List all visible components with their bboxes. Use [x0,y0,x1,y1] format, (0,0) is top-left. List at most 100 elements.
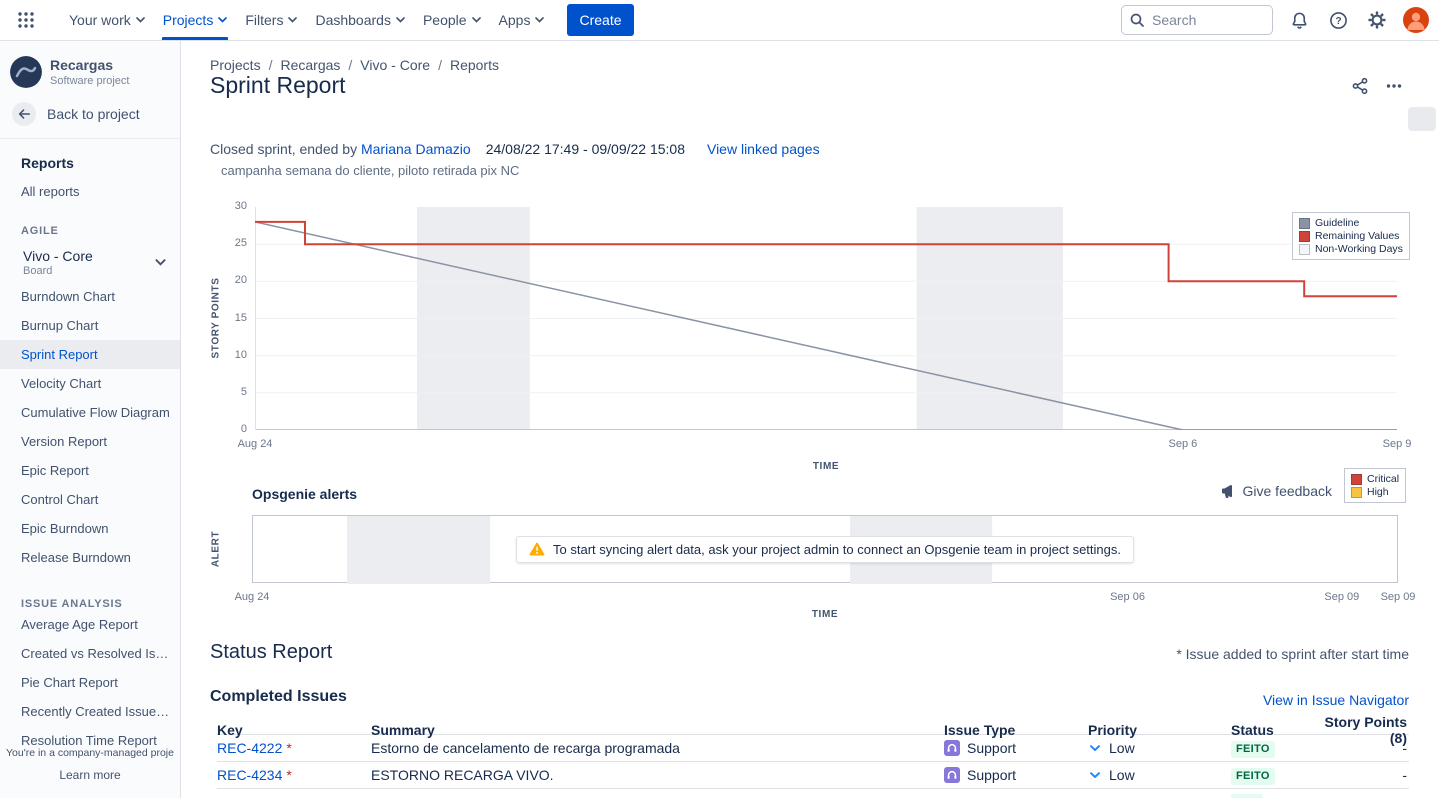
profile-button[interactable] [1403,7,1429,33]
opsgenie-legend: Critical High [1344,468,1407,503]
search-input[interactable] [1121,5,1273,35]
sidebar-report-item[interactable]: Version Report [21,434,107,449]
opsgenie-x-tick-label: Sep 09 [1324,591,1360,603]
sidebar-report-item[interactable]: Pie Chart Report [21,675,118,690]
chevron-down-icon [396,17,405,23]
topnav-right-actions: ? [1121,5,1429,35]
page-title: Sprint Report [210,72,346,98]
column-header-priority: Priority [1088,722,1138,738]
burndown-y-tick-label: 30 [234,200,247,212]
column-header-summary: Summary [371,722,435,738]
svg-text:?: ? [1335,16,1341,27]
sidebar-divider [0,138,180,139]
breadcrumb-link-recargas[interactable]: Recargas [280,57,341,73]
opsgenie-x-tick-label: Aug 24 [234,591,270,603]
share-button[interactable] [1351,77,1369,98]
table-row: REC-4234 * ESTORNO RECARGA VIVO. Support … [217,762,1409,789]
board-subtitle: Board [23,265,53,277]
project-header: Recargas Software project [0,41,180,98]
sprint-date-range: 24/08/22 17:49 - 09/09/22 15:08 [485,141,685,157]
give-feedback-button[interactable]: Give feedback [1220,483,1333,499]
nav-item-label: Apps [498,12,531,28]
board-name: Vivo - Core [23,248,93,264]
more-actions-button[interactable] [1385,77,1403,98]
status-badge: FEITO [1231,767,1275,785]
give-feedback-label: Give feedback [1242,483,1333,499]
sidebar-report-item[interactable]: Release Burndown [21,550,131,565]
burndown-y-tick-label: 15 [234,311,247,324]
sidebar-report-item[interactable]: Sprint Report [0,340,180,369]
help-button[interactable]: ? [1325,7,1351,33]
ended-by-link[interactable]: Mariana Damazio [360,141,471,157]
breadcrumb-link-reports[interactable]: Reports [449,57,499,73]
chevron-down-icon [155,259,166,266]
legend-entry: Critical [1351,473,1399,485]
status-report-title: Status Report [210,641,333,663]
breadcrumb-separator: / [268,57,273,73]
legend-label: Critical [1367,473,1400,485]
learn-more-link[interactable]: Learn more [59,768,121,782]
breadcrumb-link-board[interactable]: Vivo - Core [360,57,431,73]
legend-label: High [1367,486,1389,498]
project-sidebar: Recargas Software project Back to projec… [0,41,181,798]
sidebar-report-item[interactable]: Created vs Resolved Issues Report [21,646,180,661]
priority-label: Low [1109,767,1135,783]
all-reports-link[interactable]: All reports [21,184,80,199]
burndown-x-tick-label: Sep 6 [1168,438,1198,450]
breadcrumb-separator: / [348,57,353,73]
guideline-line [255,221,1397,430]
sidebar-report-item[interactable]: Velocity Chart [21,376,102,391]
main-content: Projects / Recargas / Vivo - Core / Reports… [181,41,1439,798]
nav-menu-item[interactable]: Filters [236,0,306,40]
burndown-y-tick-label: 20 [234,274,247,287]
priority-cell: Low [1088,767,1231,783]
legend-entry: High [1351,486,1399,498]
opsgenie-message-text: To start syncing alert data, ask your pr… [553,541,1121,557]
sidebar-report-item[interactable]: Epic Report [21,463,89,478]
nav-menu-item[interactable]: Dashboards [306,0,414,40]
issue-analysis-report-list: Average Age Report Created vs Resolved I… [0,610,180,755]
sidebar-report-item[interactable]: Control Chart [21,492,99,507]
sidebar-report-item[interactable]: Burnup Chart [21,318,99,333]
view-in-issue-navigator-link[interactable]: View in Issue Navigator [1262,692,1409,708]
legend-entry: Guideline [1299,217,1403,229]
story-points-cell: - [1402,740,1407,756]
completed-issues-table: Key Summary Issue Type Priority Status S… [217,714,1409,789]
burndown-y-axis-label: STORY POINTS [210,277,222,359]
nav-menu-item[interactable]: Projects [154,0,237,40]
settings-button[interactable] [1364,7,1390,33]
completed-issues-title: Completed Issues [210,688,347,705]
notifications-button[interactable] [1286,7,1312,33]
status-cell: FEITO [1231,739,1323,758]
breadcrumb-link-projects[interactable]: Projects [210,57,261,73]
issue-key-cell: REC-4222 * [217,740,371,756]
arrow-left-icon [12,102,36,126]
board-switcher[interactable]: Vivo - Core Board [0,243,180,282]
sidebar-report-item[interactable]: Epic Burndown [21,521,109,536]
nav-item-label: People [422,12,467,28]
create-button[interactable]: Create [567,4,634,36]
scrollbar-thumb[interactable] [1408,107,1436,131]
breadcrumb: Projects / Recargas / Vivo - Core / Reports [210,57,499,73]
back-to-project-button[interactable]: Back to project [0,98,180,136]
sidebar-report-item[interactable]: Burndown Chart [21,289,115,304]
app-switcher-button[interactable] [10,4,42,36]
priority-low-icon [1090,772,1100,778]
breadcrumb-separator: / [438,57,442,73]
issue-key-link[interactable]: REC-4222 [217,740,283,756]
issue-key-link[interactable]: REC-4234 [217,767,283,783]
sidebar-report-item[interactable]: Recently Created Issues Report [21,704,180,719]
sprint-after-start-note: * Issue added to sprint after start time [1176,646,1409,662]
nav-menu-item[interactable]: People [414,0,490,40]
view-linked-pages-link[interactable]: View linked pages [706,141,820,157]
table-row: REC-4222 * Estorno de cancelamento de rec… [217,735,1409,762]
nav-menu-item[interactable]: Your work [60,0,154,40]
burndown-y-tick-label: 25 [234,237,247,250]
sidebar-report-item[interactable]: Cumulative Flow Diagram [21,405,170,420]
chevron-down-icon [471,17,481,23]
project-avatar [10,56,42,88]
nav-menu-item[interactable]: Apps [490,0,554,40]
sidebar-report-item[interactable]: Average Age Report [21,617,138,632]
non-working-day-band [347,516,491,584]
arrow-left-glyph [18,109,31,119]
